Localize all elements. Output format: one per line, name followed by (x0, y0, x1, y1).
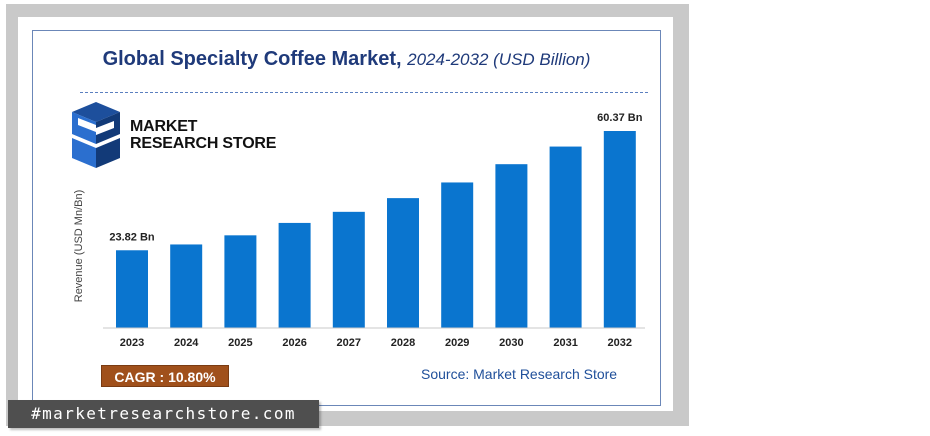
x-tick-label: 2031 (553, 337, 577, 349)
logo-line-1: MARKET (130, 118, 198, 135)
x-tick-label: 2029 (445, 337, 469, 349)
chart-border (32, 30, 661, 406)
data-label: 23.82 Bn (109, 231, 155, 243)
bar-2026 (278, 222, 311, 328)
bar-2024 (170, 244, 203, 328)
chart-title-main: Global Specialty Coffee Market, (102, 48, 402, 70)
x-tick-label: 2024 (174, 337, 199, 349)
logo-line-2: RESEARCH STORE (130, 135, 277, 152)
bar-2028 (387, 198, 419, 328)
chart-title-sub: 2024-2032 (USD Billion) (407, 50, 591, 69)
x-tick-label: 2032 (608, 337, 632, 349)
bars-layer (116, 131, 636, 328)
x-tick-label: 2025 (228, 337, 252, 349)
x-tick-label: 2027 (337, 337, 361, 349)
y-axis-label: Revenue (USD Mn/Bn) (73, 190, 85, 303)
hashtag-banner: #marketresearchstore.com (8, 400, 319, 428)
x-tick-label: 2023 (120, 337, 144, 349)
market-research-store-logo (72, 102, 120, 168)
bar-2025 (224, 235, 257, 328)
logo-text: MARKET RESEARCH STORE (130, 118, 276, 152)
x-tick-label: 2028 (391, 337, 415, 349)
source-note: Source: Market Research Store (421, 366, 618, 382)
bar-2030 (495, 164, 528, 328)
data-labels: 23.82 Bn 60.37 Bn (109, 112, 642, 243)
chart-title: Global Specialty Coffee Market, 2024-203… (32, 48, 661, 71)
data-label: 60.37 Bn (597, 112, 643, 124)
cagr-badge: CAGR : 10.80% (101, 365, 229, 387)
x-tick-label: 2026 (282, 337, 306, 349)
bar-2029 (441, 182, 474, 328)
logo-mark-icon (72, 102, 120, 168)
title-divider (80, 92, 648, 93)
x-tick-labels: 2023 2024 2025 2026 2027 2028 2029 2030 2031 2032 (120, 337, 632, 349)
bar-2031 (549, 146, 582, 328)
bar-2023 (116, 250, 148, 328)
bar-2027 (332, 211, 365, 328)
x-tick-label: 2030 (499, 337, 523, 349)
bar-2032 (603, 131, 636, 328)
